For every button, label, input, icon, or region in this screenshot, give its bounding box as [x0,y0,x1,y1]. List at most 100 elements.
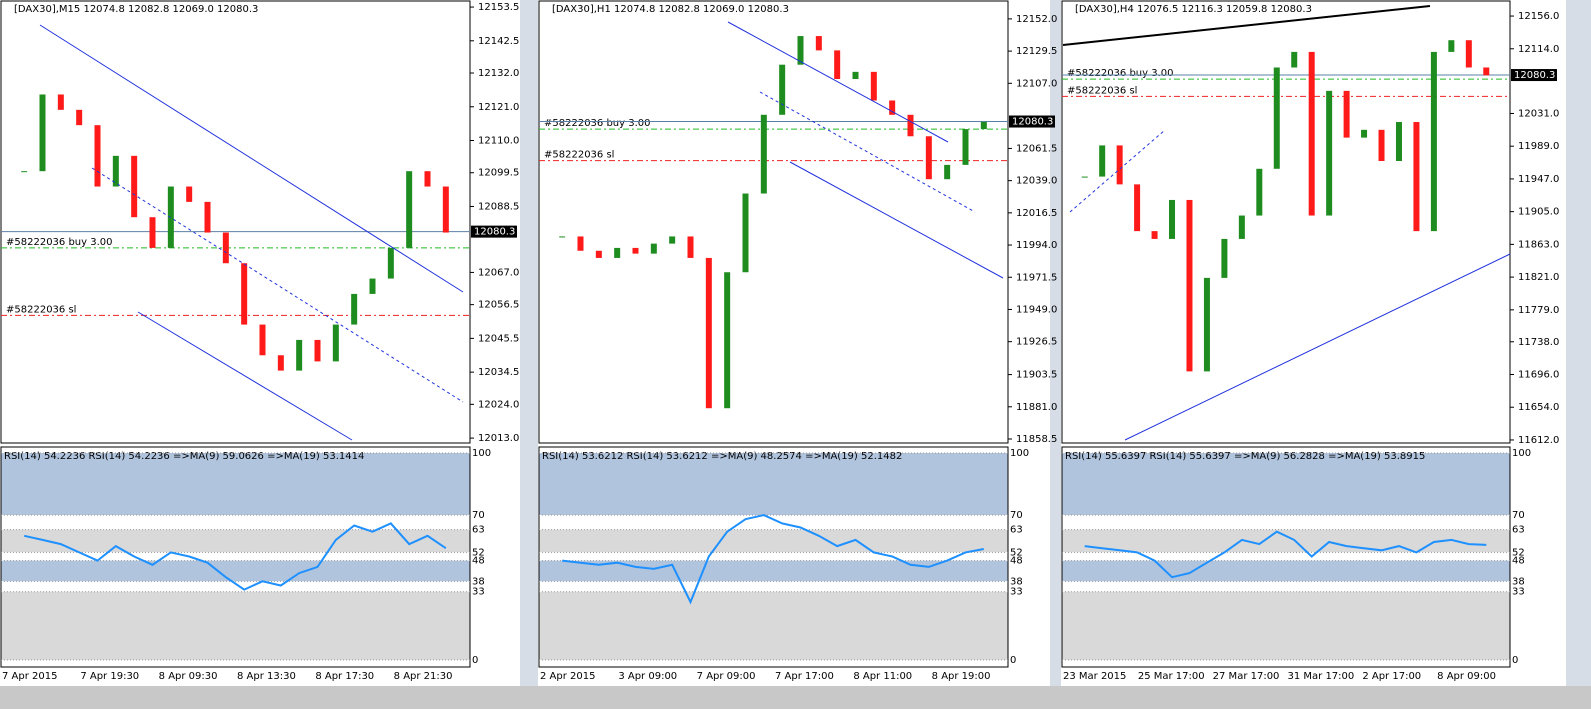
candle [687,236,694,258]
candle [259,324,266,356]
rsi-band [539,581,1008,592]
candle [650,243,657,254]
rsi-band [1,591,470,660]
rsi-band [1,552,470,561]
y-tick-label: 12056.5 [478,300,519,311]
rsi-tick-label: 33 [1010,587,1023,598]
rsi-tick-label: 63 [1512,525,1525,536]
candle [1378,129,1385,161]
trend-line [91,167,464,403]
candle [1256,168,1263,216]
x-tick-label: 8 Apr 17:30 [315,671,374,682]
y-tick-label: 11905.0 [1518,207,1559,218]
x-tick-label: 31 Mar 17:00 [1288,671,1355,682]
candle [314,339,321,362]
candle [1291,51,1298,68]
candle [57,94,64,110]
candle [1081,176,1088,178]
candle [149,217,156,248]
candle [1238,215,1245,239]
y-tick-label: 12067.0 [478,267,519,278]
sl-label: #58222036 sl [1067,85,1137,96]
trend-line [1062,5,1431,46]
candle [925,136,932,180]
buy-label: #58222036 buy 3.00 [544,118,651,129]
y-tick-label: 11779.0 [1518,305,1559,316]
rsi-tick-label: 0 [472,655,478,666]
chart-header: [DAX30],M15 12074.8 12082.8 12069.0 1208… [14,4,258,15]
candle [1134,184,1141,232]
candle [852,71,859,80]
y-tick-label: 12114.0 [1518,44,1559,55]
candle [332,324,339,362]
candle [186,186,193,202]
buy-label: #58222036 buy 3.00 [6,237,113,248]
rsi-line [1084,530,1487,579]
x-tick-label: 8 Apr 19:00 [932,671,991,682]
candle [1273,67,1280,169]
candle [424,171,431,187]
price-tag [1009,115,1055,128]
y-tick-label: 12110.0 [478,136,519,147]
y-tick-label: 12024.0 [478,399,519,410]
candle [1308,51,1315,216]
x-tick-label: 7 Apr 2015 [2,671,57,682]
sl-label: #58222036 sl [6,304,76,315]
rsi-band [539,591,1008,660]
y-tick-label: 11994.0 [1016,240,1057,251]
rsi-tick-label: 48 [472,556,485,567]
x-tick-label: 7 Apr 17:00 [775,671,834,682]
rsi-band [539,552,1008,561]
x-tick-label: 8 Apr 09:30 [159,671,218,682]
y-tick-label: 12121.0 [478,102,519,113]
candle [1221,238,1228,278]
price-pane [0,0,471,444]
candle [632,247,639,254]
chart-header: [DAX30],H4 12076.5 12116.3 12059.8 12080… [1075,4,1312,15]
rsi-tick-label: 48 [1512,556,1525,567]
candle [907,114,914,137]
rsi-line [562,514,984,605]
y-tick-label: 12107.0 [1016,78,1057,89]
rsi-band [1,581,470,592]
trend-line [727,21,949,143]
candle [705,257,712,409]
y-tick-label: 11881.0 [1016,402,1057,413]
candle [387,247,394,279]
rsi-tick-label: 33 [1512,587,1525,598]
candle [614,247,621,258]
candle [1465,40,1472,68]
rsi-tick-label: 0 [1512,655,1518,666]
trend-line [1124,253,1511,441]
candle [442,186,449,233]
y-tick-label: 12099.5 [478,168,519,179]
rsi-tick-label: 52 [472,547,485,558]
rsi-band [539,453,1008,516]
y-tick-label: 12013.0 [478,433,519,444]
x-tick-label: 3 Apr 09:00 [618,671,677,682]
candle [797,36,804,65]
rsi-band [1,453,470,516]
trend-line [789,161,1004,279]
candle [980,121,987,130]
x-tick-label: 8 Apr 11:00 [853,671,912,682]
candle [277,355,284,371]
rsi-line [23,522,447,591]
price-tag [471,225,517,238]
rsi-band [539,515,1008,530]
candle [1169,199,1176,239]
y-tick-label: 12031.0 [1518,108,1559,119]
candle [1395,122,1402,161]
x-tick-label: 8 Apr 13:30 [237,671,296,682]
rsi-band [1062,515,1510,530]
candle [222,232,229,264]
rsi-header: RSI(14) 55.6397 RSI(14) 55.6397 =>MA(9) … [1065,451,1425,462]
x-tick-label: 23 Mar 2015 [1063,671,1126,682]
chart-header: [DAX30],H1 12074.8 12082.8 12069.0 12080… [552,4,789,15]
rsi-band [1062,591,1510,660]
candle [204,201,211,233]
candle [351,293,358,325]
rsi-band [1,560,470,582]
